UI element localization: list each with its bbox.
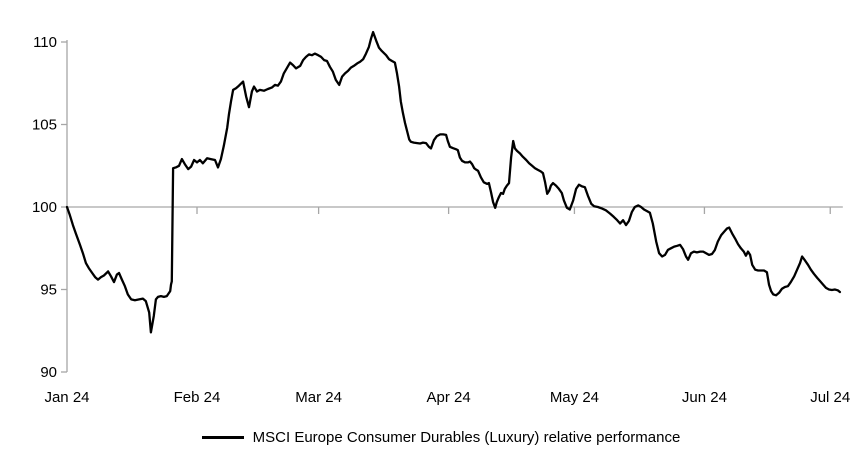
x-axis-label: May 24 xyxy=(550,389,599,406)
chart-legend: MSCI Europe Consumer Durables (Luxury) r… xyxy=(0,429,852,446)
y-axis-label: 110 xyxy=(33,34,57,51)
x-axis-label: Jan 24 xyxy=(44,389,89,406)
legend-label: MSCI Europe Consumer Durables (Luxury) r… xyxy=(252,429,681,446)
legend-line-swatch xyxy=(201,436,244,439)
y-axis-label: 90 xyxy=(40,364,57,381)
y-axis-label: 100 xyxy=(32,199,57,216)
x-axis-label: Feb 24 xyxy=(174,389,221,406)
y-axis-label: 95 xyxy=(40,282,57,299)
x-axis-label: Mar 24 xyxy=(295,389,342,406)
y-axis-label: 105 xyxy=(32,117,57,134)
x-axis-label: Jun 24 xyxy=(682,389,727,406)
x-axis-label: Jul 24 xyxy=(810,389,850,406)
x-axis-label: Apr 24 xyxy=(427,389,471,406)
series-msci-luxury-line xyxy=(65,30,842,334)
